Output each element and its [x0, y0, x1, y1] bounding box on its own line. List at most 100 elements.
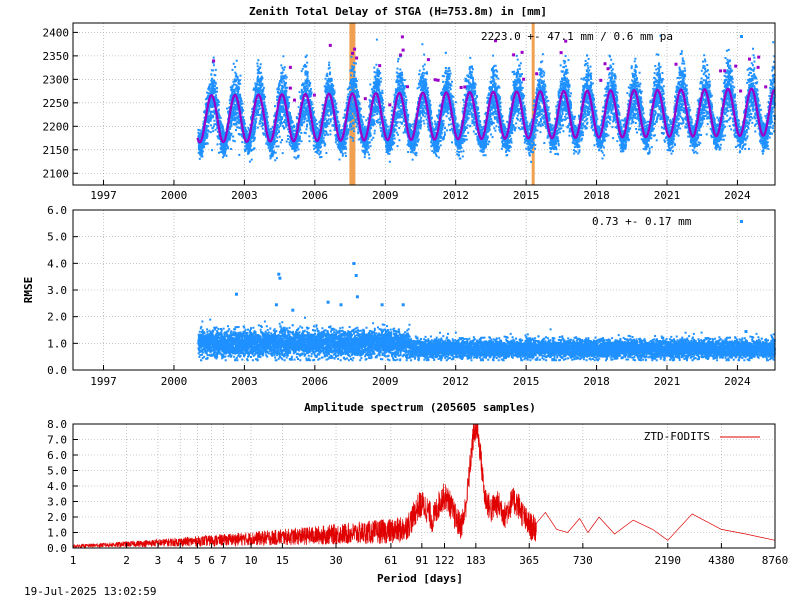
rmse-ytick-label: 0.0	[47, 364, 67, 377]
spectrum-xtick-label: 365	[519, 554, 539, 567]
rmse-points	[197, 262, 776, 362]
rmse-outlier-point	[326, 300, 330, 304]
spectrum-legend-label: ZTD-FODITS	[644, 430, 710, 443]
spectrum-ytick-label: 4.0	[47, 480, 67, 493]
rmse-x-ticks: 1997 2000 2003 2006 2009 2012 2015 2018 2021 2024	[90, 365, 751, 388]
spectrum-ytick-label: 0.0	[47, 542, 67, 555]
spectrum-xtick-label: 4380	[708, 554, 735, 567]
ztd-xtick-label: 2021	[654, 189, 681, 202]
spectrum-xtick-label: 2	[123, 554, 130, 567]
ztd-grid	[73, 23, 775, 185]
rmse-xtick-label: 2003	[231, 375, 258, 388]
ztd-annotation: 2223.0 +- 47.1 mm / 0.6 mm pa	[481, 30, 673, 43]
spectrum-ytick-label: 8.0	[47, 418, 67, 431]
rmse-xtick-label: 2021	[654, 375, 681, 388]
rmse-outlier-point	[274, 303, 278, 307]
rmse-annotation: 0.73 +- 0.17 mm	[592, 215, 692, 228]
rmse-outlier-point	[352, 262, 356, 265]
ztd-xtick-label: 1997	[90, 189, 117, 202]
rmse-ytick-label: 2.0	[47, 311, 67, 324]
rmse-ytick-label: 1.0	[47, 337, 67, 350]
ztd-legend-marker	[740, 35, 743, 38]
ztd-xtick-label: 2006	[302, 189, 329, 202]
timestamp: 19-Jul-2025 13:02:59	[24, 585, 156, 598]
ztd-fit-line	[196, 87, 775, 144]
rmse-outlier-point	[744, 330, 748, 333]
ztd-seasonal-fit	[196, 87, 775, 144]
spectrum-title: Amplitude spectrum (205605 samples)	[304, 401, 536, 414]
spectrum-ytick-label: 2.0	[47, 511, 67, 524]
spectrum-series	[72, 423, 776, 549]
spectrum-xlabel: Period [days]	[377, 572, 463, 585]
spectrum-line	[72, 423, 776, 549]
spectrum-ytick-label: 3.0	[47, 496, 67, 509]
ztd-ytick-label: 2150	[43, 144, 70, 157]
rmse-panel: 1997 2000 2003 2006 2009 2012 2015 2018 2021 2024…	[22, 204, 776, 388]
spectrum-xtick-label: 61	[384, 554, 397, 567]
spectrum-ytick-label: 5.0	[47, 465, 67, 478]
rmse-point-cloud	[197, 316, 776, 362]
ztd-xtick-label: 2015	[513, 189, 540, 202]
spectrum-xtick-label: 91	[415, 554, 428, 567]
spectrum-xtick-label: 15	[276, 554, 289, 567]
rmse-outlier-point	[291, 308, 295, 312]
ztd-ytick-label: 2200	[43, 120, 70, 133]
ztd-frame	[72, 22, 776, 186]
spectrum-xtick-label: 7	[220, 554, 227, 567]
ztd-xtick-label: 2018	[583, 189, 610, 202]
rmse-xtick-label: 2018	[583, 375, 610, 388]
spectrum-xtick-label: 183	[466, 554, 486, 567]
spectrum-xtick-label: 122	[435, 554, 455, 567]
rmse-xtick-label: 2015	[513, 375, 540, 388]
rmse-outlier-point	[235, 292, 238, 296]
ztd-xtick-label: 2003	[231, 189, 258, 202]
rmse-legend-marker	[740, 220, 743, 223]
spectrum-x-ticks: 1 2 3 4 5 6 7 10 15 30 61 91 122 183 365 730 2190 4380 876…	[70, 543, 789, 567]
ztd-xtick-label: 2009	[372, 189, 399, 202]
rmse-outlier-point	[401, 303, 405, 307]
spectrum-xtick-label: 5	[194, 554, 201, 567]
ztd-ytick-label: 2400	[43, 26, 70, 39]
spectrum-xtick-label: 4	[177, 554, 184, 567]
spectrum-ytick-label: 7.0	[47, 434, 67, 447]
spectrum-xtick-label: 10	[244, 554, 257, 567]
rmse-xtick-label: 2006	[302, 375, 329, 388]
spectrum-xtick-label: 1	[70, 554, 77, 567]
spectrum-xtick-label: 30	[329, 554, 342, 567]
ztd-points	[197, 34, 776, 163]
rmse-xtick-label: 2024	[724, 375, 751, 388]
spectrum-ytick-label: 6.0	[47, 449, 67, 462]
spectrum-panel: Amplitude spectrum (205605 samples) 1 2 3 4…	[47, 401, 788, 585]
ztd-ytick-label: 2100	[43, 167, 70, 180]
spectrum-xtick-label: 3	[155, 554, 162, 567]
rmse-outlier-point	[277, 272, 281, 276]
ztd-title: Zenith Total Delay of STGA (H=753.8m) in…	[249, 5, 547, 18]
rmse-xtick-label: 1997	[90, 375, 117, 388]
spectrum-y-ticks: 0.0 1.0 2.0 3.0 4.0 5.0 6.0 7.0 8.0	[47, 418, 78, 555]
spectrum-xtick-label: 8760	[762, 554, 789, 567]
rmse-outlier-point	[354, 274, 358, 277]
ztd-x-ticks: 1997 2000 2003 2006 2009 2012 2015 2018 2021 2024	[90, 180, 751, 202]
ztd-xtick-label: 2012	[442, 189, 469, 202]
rmse-ytick-label: 3.0	[47, 284, 67, 297]
ztd-ytick-label: 2250	[43, 97, 70, 110]
ztd-xtick-label: 2024	[724, 189, 751, 202]
ztd-y-ticks: 2100 2150 2200 2250 2300 2350 2400	[43, 26, 78, 180]
rmse-outlier-point	[278, 276, 282, 280]
rmse-outlier-point	[380, 303, 384, 307]
rmse-outlier-point	[339, 303, 343, 307]
ztd-point-cloud	[197, 34, 776, 163]
rmse-xtick-label: 2000	[161, 375, 188, 388]
rmse-y-ticks: 0.0 1.0 2.0 3.0 4.0 5.0 6.0	[47, 204, 78, 377]
spectrum-ytick-label: 1.0	[47, 527, 67, 540]
ztd-panel: Zenith Total Delay of STGA (H=753.8m) in…	[43, 5, 776, 202]
spectrum-xtick-label: 6	[208, 554, 215, 567]
ztd-ytick-label: 2350	[43, 50, 70, 63]
spectrum-xtick-label: 2190	[655, 554, 682, 567]
rmse-ylabel: RMSE	[22, 277, 35, 304]
rmse-xtick-label: 2012	[442, 375, 469, 388]
rmse-outlier-point	[355, 295, 359, 299]
spectrum-xtick-label: 730	[573, 554, 593, 567]
